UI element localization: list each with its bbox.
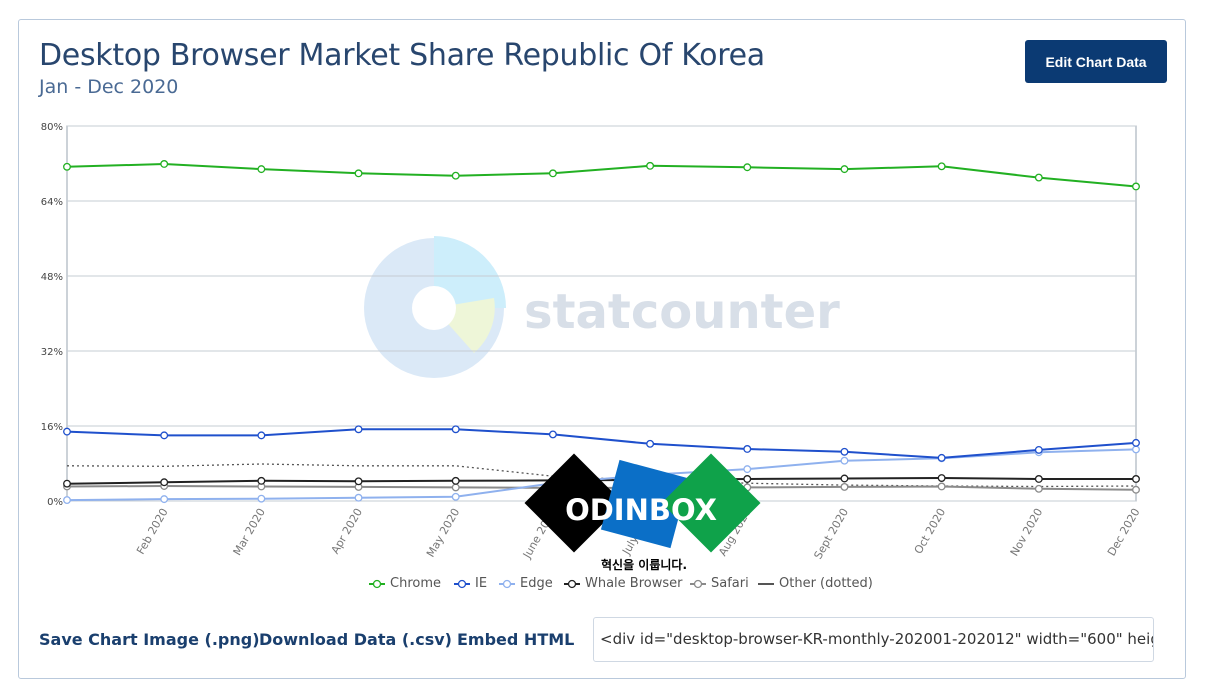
watermark-logo-hole-icon: [412, 286, 456, 330]
data-point: [840, 447, 849, 456]
data-point: [354, 493, 363, 502]
y-tick-label: 32%: [41, 347, 63, 358]
download-data-link[interactable]: Download Data (.csv): [259, 630, 452, 649]
data-point: [646, 161, 655, 170]
data-point: [451, 425, 460, 434]
data-point: [257, 494, 266, 503]
overlay-brand: ODINBOX: [565, 493, 717, 527]
series-line: [66, 476, 1136, 485]
data-point: [451, 171, 460, 180]
x-tick-label: May 2020: [424, 506, 462, 559]
legend-item[interactable]: Safari: [690, 576, 749, 591]
x-tick-label: Feb 2020: [134, 506, 171, 557]
data-point: [937, 482, 946, 491]
data-point: [1132, 182, 1140, 191]
data-point: [1132, 438, 1140, 447]
legend-label: Chrome: [390, 576, 441, 591]
data-point: [743, 475, 752, 483]
legend-item[interactable]: IE: [454, 576, 487, 591]
data-point: [63, 427, 71, 436]
data-point: [840, 456, 849, 465]
data-point: [257, 476, 266, 485]
data-point: [840, 165, 849, 174]
data-point: [937, 474, 946, 482]
data-point: [1034, 173, 1043, 182]
data-point: [354, 425, 363, 434]
y-tick-label: 48%: [41, 272, 63, 283]
embed-code-field[interactable]: <div id="desktop-browser-KR-monthly-2020…: [593, 617, 1154, 662]
legend-marker-icon: [369, 579, 385, 588]
data-point: [1132, 475, 1140, 483]
page-subtitle: Jan - Dec 2020: [39, 76, 179, 98]
legend-marker-icon: [454, 579, 470, 588]
y-tick-label: 64%: [41, 197, 63, 208]
overlay-black-diamond: [524, 453, 624, 553]
legend-marker-icon: [690, 579, 706, 588]
data-point: [646, 439, 655, 448]
x-tick-label: Mar 2020: [231, 506, 268, 558]
data-point: [743, 163, 752, 172]
data-point: [743, 445, 752, 453]
y-tick-label: 80%: [41, 122, 63, 133]
overlay-green-diamond: [661, 453, 761, 553]
series-line: [66, 162, 1137, 188]
data-point: [937, 453, 946, 462]
data-point: [548, 169, 557, 178]
legend-label: Edge: [520, 576, 553, 591]
overlay-blue-square: [600, 459, 690, 549]
data-point: [63, 162, 71, 171]
legend-label: Safari: [711, 576, 749, 591]
legend-item[interactable]: Other (dotted): [758, 576, 873, 591]
data-point: [1132, 445, 1140, 454]
data-point: [160, 478, 169, 487]
x-tick-label: Nov 2020: [1008, 506, 1046, 558]
data-point: [160, 431, 169, 440]
legend-item[interactable]: Whale Browser: [564, 576, 682, 591]
data-point: [548, 430, 557, 439]
line-chart: statcounter 0% 16% 32% 48% 64% 80% Feb 2020 Mar …: [41, 122, 1143, 572]
data-point: [160, 160, 169, 168]
data-point: [354, 169, 363, 178]
data-point: [1034, 484, 1043, 493]
data-point: [840, 474, 849, 483]
watermark-brand: statcounter: [524, 284, 840, 340]
edit-chart-data-button[interactable]: Edit Chart Data: [1025, 40, 1167, 83]
legend-label: Whale Browser: [585, 576, 683, 591]
data-point: [354, 477, 363, 486]
data-point: [451, 483, 460, 492]
save-chart-image-link[interactable]: Save Chart Image (.png): [39, 630, 260, 649]
x-tick-label: Oct 2020: [912, 506, 949, 556]
data-point: [937, 162, 946, 171]
legend-marker-icon: [758, 582, 774, 585]
x-tick-label: Dec 2020: [1105, 506, 1143, 558]
legend-marker-icon: [564, 579, 580, 588]
data-point: [63, 496, 71, 505]
y-tick-label: 0%: [47, 497, 63, 508]
x-tick-label: Sept 2020: [812, 506, 852, 561]
data-point: [63, 479, 71, 488]
legend-label: IE: [475, 576, 488, 591]
watermark-logo-segment-icon: [434, 236, 506, 308]
data-point: [257, 431, 266, 440]
data-point: [743, 465, 752, 474]
legend-item[interactable]: Edge: [499, 576, 553, 591]
data-point: [1034, 445, 1043, 454]
data-point: [160, 495, 169, 504]
data-point: [257, 165, 266, 174]
chart-card: Desktop Browser Market Share Republic Of…: [18, 19, 1186, 679]
legend-label: Other (dotted): [779, 576, 873, 591]
data-point: [840, 482, 849, 491]
legend-item[interactable]: Chrome: [369, 576, 441, 591]
embed-html-link[interactable]: Embed HTML: [457, 630, 575, 649]
x-tick-label: Apr 2020: [329, 506, 366, 556]
series-line: [66, 428, 1137, 459]
data-point: [1132, 485, 1140, 494]
y-tick-label: 16%: [41, 422, 63, 433]
page-title: Desktop Browser Market Share Republic Of…: [39, 38, 765, 73]
data-point: [451, 476, 460, 485]
legend-marker-icon: [499, 579, 515, 588]
overlay-tagline: 혁신을 이룹니다.: [601, 557, 687, 572]
data-point: [1034, 475, 1043, 483]
data-point: [451, 492, 460, 501]
